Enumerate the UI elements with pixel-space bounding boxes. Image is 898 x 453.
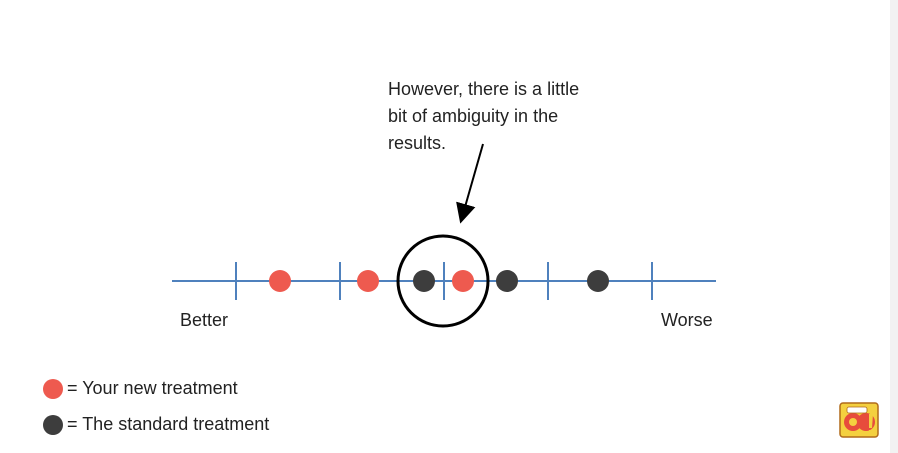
new-treatment-dot: [357, 270, 379, 292]
callout-line-1: However, there is a little: [388, 79, 580, 99]
so-logo-icon: [839, 402, 879, 438]
legend-new-treatment-label: = Your new treatment: [67, 378, 238, 398]
callout-line-3: results.: [388, 133, 447, 153]
legend-standard-treatment: = The standard treatment: [43, 414, 269, 435]
callout-line-2: bit of ambiguity in the: [388, 106, 559, 126]
standard-treatment-dot: [413, 270, 435, 292]
legend-new-treatment: = Your new treatment: [43, 378, 238, 399]
new-treatment-dot: [269, 270, 291, 292]
ambiguity-highlight-circle: [396, 234, 490, 328]
callout-arrow: [456, 143, 484, 224]
dark-dot-icon: [43, 414, 63, 435]
better-label: Better: [180, 310, 229, 330]
red-dot-icon: [43, 378, 63, 399]
worse-label: Worse: [661, 310, 713, 330]
standard-treatment-dot: [587, 270, 609, 292]
right-edge-border: [890, 0, 898, 453]
new-treatment-dot: [452, 270, 474, 292]
callout-text: However, there is a little bit of ambigu…: [388, 76, 628, 157]
legend-standard-treatment-label: = The standard treatment: [67, 414, 270, 434]
standard-treatment-dot: [496, 270, 518, 292]
